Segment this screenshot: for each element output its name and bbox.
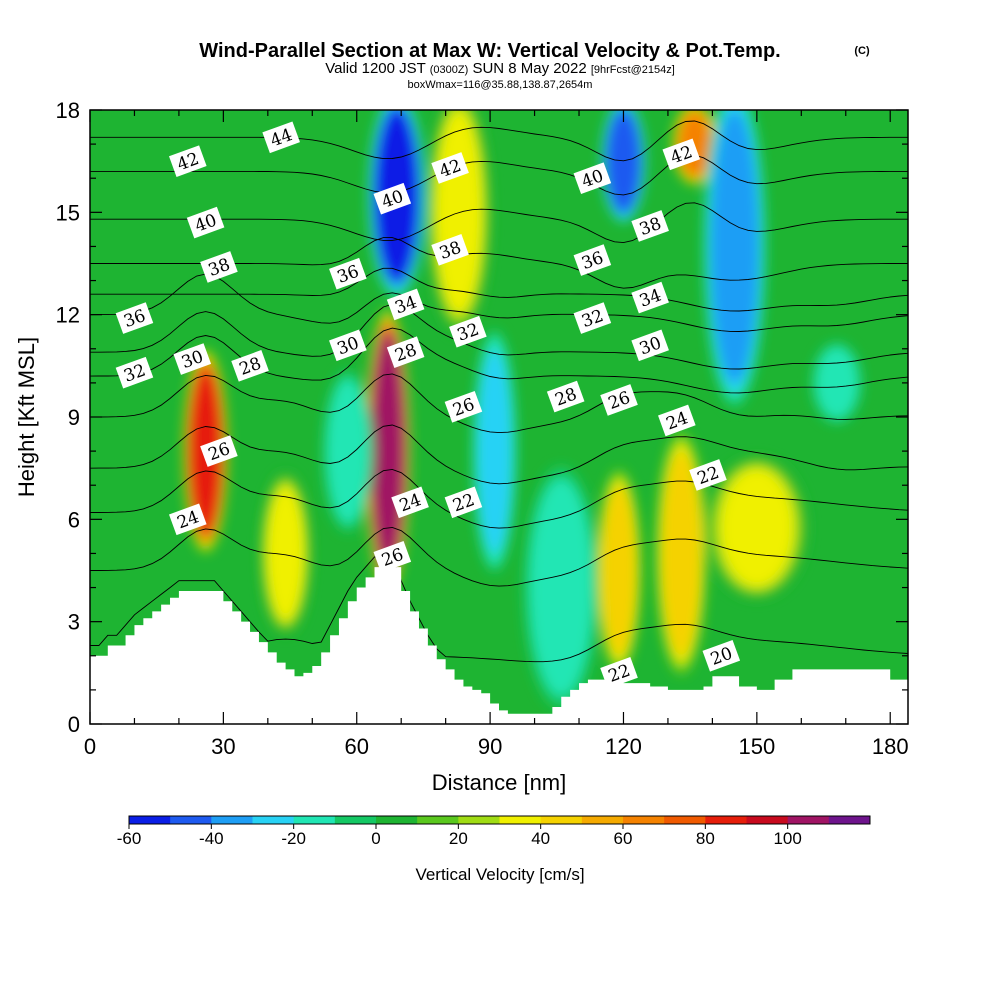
contour-label: 40 bbox=[373, 182, 412, 215]
contour-label: 42 bbox=[431, 152, 469, 184]
x-tick-label: 150 bbox=[738, 734, 775, 759]
colorbar-tick-label: 80 bbox=[696, 829, 715, 848]
colorbar-swatch bbox=[581, 816, 624, 824]
valid-date: SUN 8 May 2022 bbox=[472, 60, 586, 77]
colorbar-tick-label: 60 bbox=[614, 829, 633, 848]
isentrope-line bbox=[90, 526, 908, 587]
colorbar-swatch bbox=[499, 816, 542, 824]
contour-label: 40 bbox=[186, 206, 225, 239]
contour-label: 22 bbox=[600, 657, 638, 689]
velocity-cell bbox=[719, 468, 794, 588]
y-tick-label: 6 bbox=[68, 507, 80, 532]
velocity-cell bbox=[601, 485, 637, 656]
contour-label: 34 bbox=[386, 288, 425, 321]
isentrope-line bbox=[90, 327, 908, 394]
colorbar-swatch bbox=[170, 816, 212, 824]
contour-label: 32 bbox=[573, 302, 612, 334]
contour-label: 20 bbox=[702, 639, 741, 672]
colorbar-swatch bbox=[334, 816, 377, 824]
y-tick-label: 0 bbox=[68, 712, 80, 737]
colorbar-tick-label: 40 bbox=[531, 829, 550, 848]
colorbar-swatch bbox=[417, 816, 459, 824]
colorbar-tick-label: -60 bbox=[117, 829, 142, 848]
y-axis-label: Height [Kft MSL] bbox=[14, 337, 39, 497]
velocity-cell bbox=[661, 451, 701, 656]
isentrope-line bbox=[90, 202, 908, 244]
forecast-info: [9hrFcst@2154z] bbox=[591, 64, 675, 76]
y-tick-label: 15 bbox=[56, 200, 80, 225]
colorbar-swatch bbox=[293, 816, 336, 824]
colorbar-swatch bbox=[540, 816, 583, 824]
contour-label: 24 bbox=[169, 503, 207, 536]
isentrope-line bbox=[90, 303, 908, 370]
y-tick-label: 12 bbox=[56, 303, 80, 328]
colorbar-swatch bbox=[376, 816, 418, 824]
y-tick-label: 18 bbox=[56, 98, 80, 123]
box-max-info: boxWmax=116@35.88,138.87,2654m bbox=[408, 79, 593, 91]
valid-time-utc: (0300Z) bbox=[430, 64, 469, 76]
x-tick-label: 30 bbox=[211, 734, 235, 759]
x-axis-label: Distance [nm] bbox=[432, 770, 567, 795]
colorbar-swatch bbox=[458, 816, 500, 824]
velocity-cell bbox=[266, 485, 305, 622]
velocity-cell bbox=[370, 331, 405, 571]
colorbar-tick-label: -40 bbox=[199, 829, 224, 848]
x-tick-label: 60 bbox=[344, 734, 368, 759]
isentrope-line bbox=[90, 373, 908, 434]
colorbar-tick-label: 100 bbox=[773, 829, 801, 848]
velocity-cell bbox=[817, 348, 857, 417]
contour-label: 36 bbox=[573, 244, 612, 276]
colorbar-tick-label: -20 bbox=[281, 829, 306, 848]
isentrope-line bbox=[90, 120, 908, 162]
isentrope-line bbox=[90, 424, 908, 485]
isentrope-line bbox=[90, 556, 908, 663]
copyright-mark: (C) bbox=[854, 45, 870, 57]
x-tick-label: 120 bbox=[605, 734, 642, 759]
contour-label: 28 bbox=[231, 350, 269, 382]
colorbar-swatch bbox=[787, 816, 830, 824]
contour-label: 38 bbox=[631, 210, 669, 242]
y-tick-label: 3 bbox=[68, 610, 80, 635]
colorbar-swatch bbox=[129, 816, 171, 824]
colorbar-tick-label: 0 bbox=[371, 829, 380, 848]
velocity-cell bbox=[533, 485, 590, 690]
x-tick-label: 90 bbox=[478, 734, 502, 759]
x-tick-label: 0 bbox=[84, 734, 96, 759]
x-axis: 0 30 60 90 120 150 180 bbox=[84, 110, 909, 759]
velocity-cell bbox=[477, 348, 512, 554]
colorbar-swatch bbox=[623, 816, 665, 824]
terrain-mask bbox=[90, 567, 908, 724]
isentrope-line bbox=[90, 267, 908, 312]
colorbar-frame bbox=[128, 815, 871, 825]
valid-time: Valid 1200 JST bbox=[325, 60, 425, 77]
isentrope-line bbox=[90, 154, 908, 196]
y-tick-label: 9 bbox=[68, 405, 80, 430]
contour-label: 36 bbox=[329, 257, 367, 290]
colorbar-swatch bbox=[252, 816, 295, 824]
velocity-field bbox=[183, 110, 863, 710]
contour-label: 36 bbox=[115, 302, 154, 334]
isentrope-line bbox=[90, 468, 908, 529]
isentropes bbox=[90, 120, 908, 663]
velocity-cell bbox=[328, 382, 368, 520]
colorbar-tick-label: 20 bbox=[449, 829, 468, 848]
chart-title: Wind-Parallel Section at Max W: Vertical… bbox=[199, 40, 780, 62]
colorbar-title: Vertical Velocity [cm/s] bbox=[415, 865, 584, 884]
colorbar-swatch bbox=[828, 816, 871, 824]
colorbar-swatch bbox=[664, 816, 706, 824]
contour-label: 44 bbox=[262, 121, 300, 154]
isentrope-line bbox=[90, 273, 908, 332]
colorbar-swatch bbox=[705, 816, 747, 824]
colorbar-swatch bbox=[746, 816, 789, 824]
colorbar-swatch bbox=[211, 816, 253, 824]
contour-label: 38 bbox=[200, 251, 238, 283]
colorbar: -60 -40 -20 0 20 40 60 80 100 bbox=[117, 815, 871, 848]
chart-subtitle: Valid 1200 JST (0300Z) SUN 8 May 2022 [9… bbox=[325, 60, 675, 77]
velocity-cell bbox=[710, 110, 759, 383]
x-tick-label: 180 bbox=[872, 734, 909, 759]
